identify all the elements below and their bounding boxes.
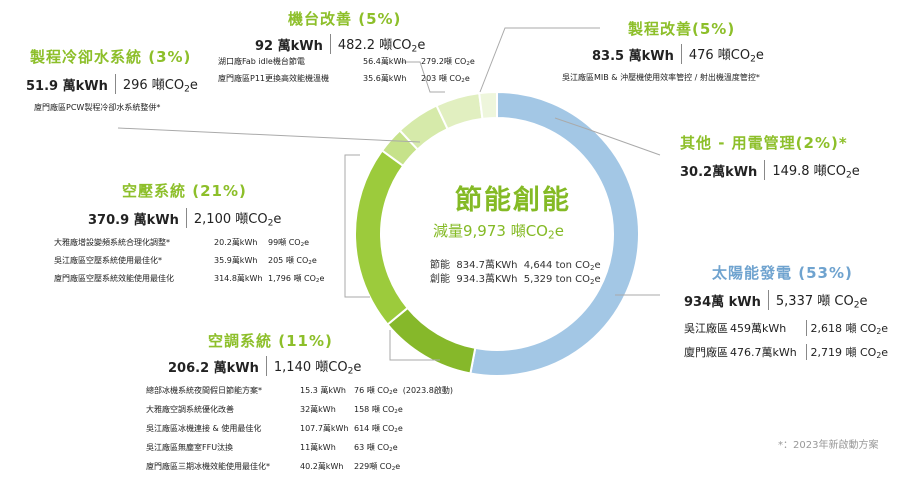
compressor-title: 空壓系統 (21%)	[122, 182, 247, 200]
other-stats: 30.2萬kWh 149.8 噸CO2e	[680, 160, 860, 181]
ac-detail-row: 吳江廠區冰機連接 & 使用最佳化 107.7萬kWh 614 噸 CO2e	[146, 424, 403, 435]
cooling-note: 廈門廠區PCW製程冷卻水系統整併*	[34, 103, 161, 112]
leader-line-ac	[389, 330, 440, 361]
cooling-stats: 51.9 萬kWh 296 噸CO2e	[26, 74, 198, 95]
footnote: *：2023年新啟動方案	[778, 440, 879, 451]
machine-detail-row: 湖口廠Fab idle機台節電 56.4萬kWh 279.2噸 CO2e	[218, 57, 475, 68]
leader-line-machine	[400, 61, 445, 93]
compressor-detail-row: 大雅廠增設變頻系統合理化調整* 20.2萬kWh 99噸 CO2e	[54, 238, 310, 249]
ac-detail-row: 總部冰機系統夜間假日節能方案* 15.3 萬kWh 76 噸 CO2e (2023.…	[146, 386, 453, 397]
process-note: 吳江廠區MIB & 沖壓機使用效率管控 / 射出機溫度管控*	[562, 73, 760, 82]
leader-line-process	[479, 27, 600, 93]
ac-stats: 206.2 萬kWh 1,140 噸CO2e	[168, 356, 361, 377]
center-title: 節能創能	[455, 185, 571, 216]
solar-title: 太陽能發電 (53%)	[712, 264, 853, 282]
ac-detail-row: 大雅廠空調系統優化改善 32萬kWh 158 噸 CO2e	[146, 405, 403, 416]
donut-segment	[386, 306, 477, 375]
machine-detail-row: 廈門廠區P11更換高效能機溫機 35.6萬kWh 203 噸 CO2e	[218, 74, 470, 85]
center-reduction: 減量9,973 噸CO2e	[433, 222, 564, 242]
solar-stats: 934萬 kWh 5,337 噸 CO2e	[684, 290, 868, 311]
donut-segment	[478, 90, 498, 121]
ac-detail-row: 吳江廠區無塵室FFU汰換 11萬kWh 63 噸 CO2e	[146, 443, 398, 454]
compressor-detail-row: 廈門廠區空壓系統效能使用最佳化 314.8萬kWh 1,796 噸 CO2e	[54, 274, 325, 285]
compressor-stats: 370.9 萬kWh 2,100 噸CO2e	[88, 208, 281, 229]
cooling-title: 製程冷卻水系統 (3%)	[30, 48, 192, 66]
ac-title: 空調系統 (11%)	[208, 332, 333, 350]
leader-line-cooling	[117, 127, 421, 143]
center-row-saving: 節能 834.7萬KWh 4,644 ton CO2e	[430, 260, 601, 272]
ac-detail-row: 廈門廠區三期冰機效能使用最佳化* 40.2萬kWh 229噸 CO2e	[146, 462, 401, 473]
donut-segment	[354, 149, 410, 326]
leader-line-compressor	[344, 154, 360, 220]
machine-title: 機台改善 (5%)	[288, 10, 402, 28]
compressor-detail-row: 吳江廠區空壓系統使用最佳化* 35.9萬kWh 205 噸 CO2e	[54, 256, 317, 267]
machine-stats: 92 萬kWh 482.2 噸CO2e	[255, 34, 425, 55]
leader-line-compressor-bottom	[344, 220, 370, 298]
solar-detail-row: 廈門廠區 476.7萬kWh 2,719 噸 CO2e	[684, 344, 889, 360]
process-stats: 83.5 萬kWh 476 噸CO2e	[592, 44, 764, 65]
leader-line-other	[554, 117, 661, 156]
center-row-generation: 創能 934.3萬KWh 5,329 ton CO2e	[430, 274, 601, 286]
other-title: 其他 - 用電管理(2%)*	[680, 134, 848, 152]
solar-detail-row: 吳江廠區 459萬kWh 2,618 噸 CO2e	[684, 320, 889, 336]
process-title: 製程改善(5%)	[628, 20, 736, 38]
